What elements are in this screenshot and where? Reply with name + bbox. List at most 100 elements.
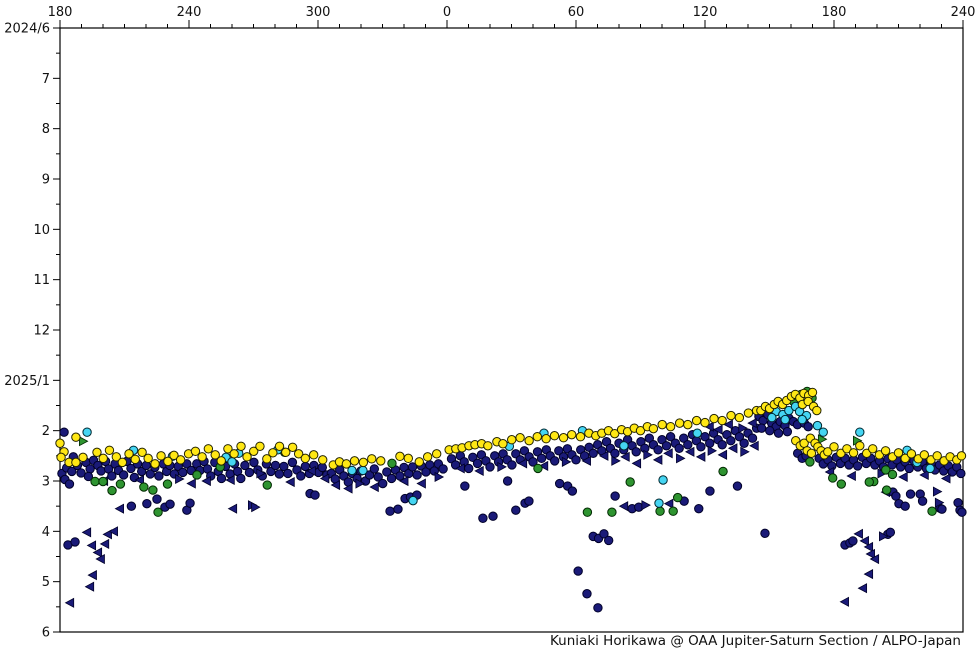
data-point-yellow-circle xyxy=(71,457,81,468)
data-point-yellow-circle xyxy=(130,454,140,465)
data-point-yellow-circle xyxy=(293,449,304,459)
data-point-dark-blue-circle xyxy=(661,441,672,451)
data-point-green-circle xyxy=(864,477,874,487)
data-point-yellow-circle xyxy=(358,457,369,468)
data-point-yellow-circle xyxy=(55,438,65,448)
data-point-dark-blue-circle xyxy=(683,440,693,450)
y-tick-label: 2025/1 xyxy=(4,374,50,389)
data-point-dark-blue-circle xyxy=(571,455,581,465)
data-point-cyan-circle xyxy=(818,427,828,437)
data-point-dark-blue-circle xyxy=(85,464,95,474)
data-point-yellow-circle xyxy=(532,432,542,442)
data-point-dark-blue-triangle-right xyxy=(932,486,943,497)
data-point-green-circle xyxy=(655,506,665,516)
y-tick-label: 7 xyxy=(42,72,50,87)
data-point-yellow-circle xyxy=(137,447,147,458)
data-point-yellow-circle xyxy=(893,448,904,458)
data-point-dark-blue-triangle-left xyxy=(713,424,723,435)
data-point-dark-blue-triangle-left xyxy=(695,451,706,462)
data-point-dark-blue-triangle-left xyxy=(108,526,118,537)
data-point-dark-blue-circle xyxy=(83,471,94,482)
data-point-green-circle xyxy=(607,507,617,517)
data-point-dark-blue-triangle-right xyxy=(256,468,266,479)
data-point-yellow-circle xyxy=(150,459,160,469)
data-point-green-circle xyxy=(148,485,158,495)
data-point-cyan-circle xyxy=(654,498,664,508)
data-point-dark-blue-circle xyxy=(726,436,736,446)
data-point-yellow-circle xyxy=(281,447,291,458)
data-point-dark-blue-circle xyxy=(485,462,495,472)
data-point-yellow-circle xyxy=(717,415,727,426)
data-point-yellow-circle xyxy=(665,421,676,432)
data-point-dark-blue-triangle-left xyxy=(663,448,673,459)
data-point-cyan-circle xyxy=(347,465,357,476)
axes-layer xyxy=(53,20,964,633)
data-point-dark-blue-triangle-left xyxy=(102,529,112,540)
data-point-dark-blue-triangle-left xyxy=(618,501,629,512)
data-point-dark-blue-triangle-left xyxy=(455,463,465,474)
data-point-dark-blue-circle xyxy=(644,433,655,443)
data-point-dark-blue-circle xyxy=(126,501,137,511)
data-point-dark-blue-triangle-left xyxy=(99,538,110,549)
y-tick-label: 4 xyxy=(42,525,50,540)
data-point-yellow-circle xyxy=(567,429,577,440)
data-point-dark-blue-triangle-left xyxy=(684,446,695,457)
data-point-dark-blue-circle xyxy=(468,452,478,463)
data-point-dark-blue-circle xyxy=(364,470,375,480)
data-point-dark-blue-triangle-right xyxy=(643,449,653,460)
data-point-yellow-circle xyxy=(190,446,201,457)
data-point-dark-blue-circle xyxy=(953,497,963,508)
data-point-yellow-circle xyxy=(216,456,226,466)
data-point-green-triangle-right xyxy=(79,436,89,447)
data-point-dark-blue-triangle-right xyxy=(934,497,945,508)
data-point-yellow-circle xyxy=(255,441,265,451)
data-point-dark-blue-triangle-left xyxy=(86,540,97,551)
data-point-dark-blue-circle xyxy=(739,438,749,448)
data-point-dark-blue-circle xyxy=(385,506,395,516)
data-point-yellow-circle xyxy=(558,433,569,443)
x-tick-label: 240 xyxy=(177,5,202,20)
data-point-dark-blue-triangle-left xyxy=(717,449,728,460)
data-point-dark-blue-triangle-right xyxy=(641,500,651,511)
data-point-yellow-circle xyxy=(197,452,207,462)
data-point-dark-blue-circle xyxy=(488,511,498,521)
data-point-yellow-circle xyxy=(932,451,942,461)
data-point-yellow-circle xyxy=(56,452,66,463)
data-point-dark-blue-circle xyxy=(270,460,281,471)
data-point-yellow-circle xyxy=(709,413,719,424)
data-point-yellow-circle xyxy=(422,452,433,462)
data-point-yellow-circle xyxy=(156,451,166,461)
data-point-cyan-circle xyxy=(692,428,702,438)
data-point-dark-blue-triangle-left xyxy=(343,483,353,494)
data-point-cyan-circle xyxy=(812,420,823,431)
data-point-dark-blue-circle xyxy=(165,499,175,509)
data-point-dark-blue-circle xyxy=(460,481,470,491)
data-point-dark-blue-triangle-left xyxy=(865,548,875,560)
data-point-yellow-circle xyxy=(376,456,386,466)
x-tick-label: 120 xyxy=(693,5,718,20)
data-point-green-circle xyxy=(162,479,173,489)
data-point-yellow-circle xyxy=(483,441,493,451)
data-point-yellow-circle xyxy=(92,447,102,458)
data-point-cyan-circle xyxy=(227,457,237,467)
data-point-dark-blue-circle xyxy=(145,469,156,479)
data-point-green-circle xyxy=(836,479,847,489)
data-point-dark-blue-circle xyxy=(631,447,641,457)
data-point-dark-blue-circle xyxy=(67,466,77,477)
data-point-yellow-circle xyxy=(842,444,852,454)
data-point-dark-blue-triangle-left xyxy=(898,471,908,483)
data-point-cyan-circle xyxy=(658,475,668,485)
x-tick-label: 300 xyxy=(306,5,331,20)
data-point-dark-blue-circle xyxy=(464,463,474,474)
data-point-dark-blue-circle xyxy=(154,471,164,481)
data-point-dark-blue-triangle-left xyxy=(416,478,426,489)
data-point-dark-blue-circle xyxy=(956,468,966,479)
data-point-yellow-circle xyxy=(98,453,108,464)
data-point-yellow-circle xyxy=(78,452,88,463)
data-point-green-circle xyxy=(625,477,635,487)
data-point-yellow-circle xyxy=(507,435,517,445)
data-point-yellow-circle xyxy=(635,425,646,436)
data-point-yellow-circle xyxy=(395,451,405,462)
data-point-dark-blue-circle xyxy=(610,448,620,459)
data-point-dark-blue-triangle-left xyxy=(749,440,759,451)
